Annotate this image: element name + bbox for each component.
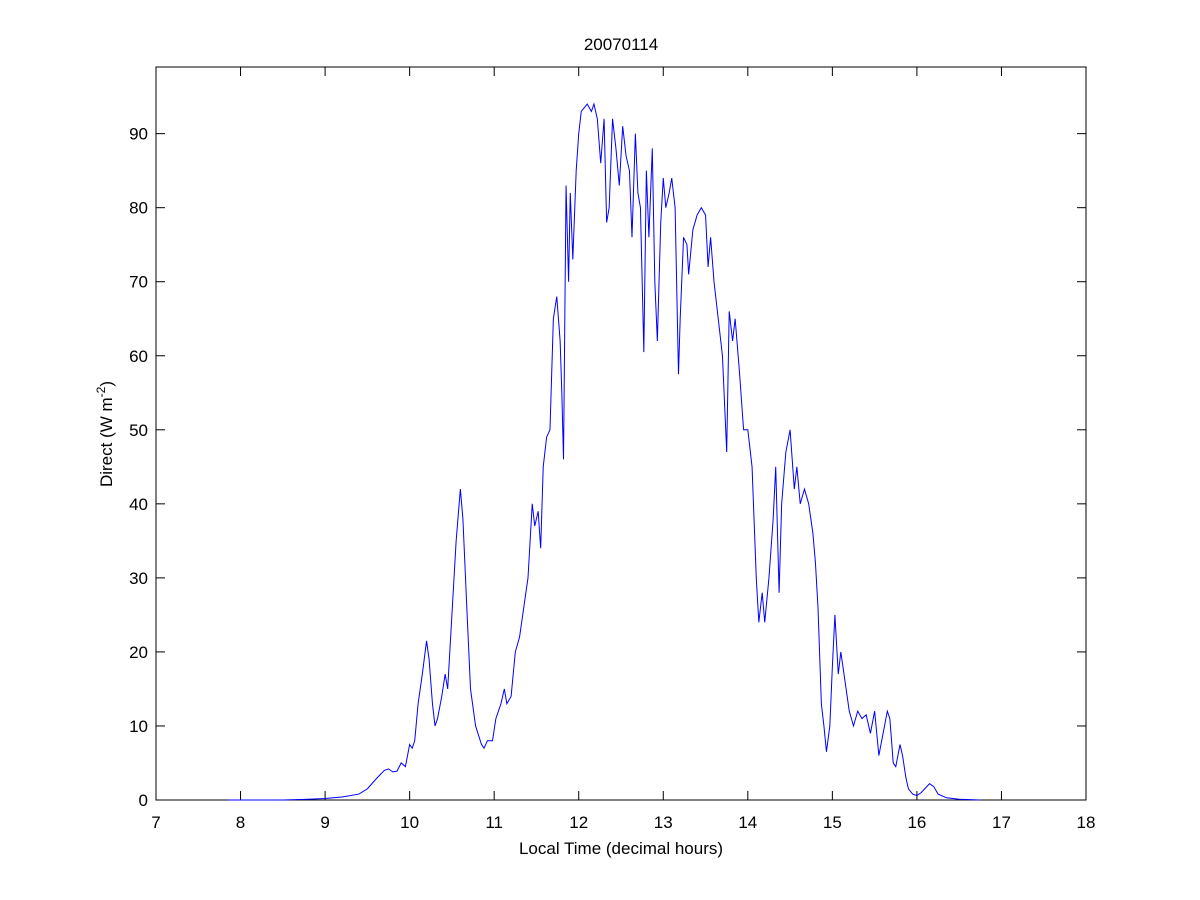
y-tick-label: 50 [129,421,148,440]
x-axis-label: Local Time (decimal hours) [519,839,723,858]
y-tick-label: 70 [129,273,148,292]
x-tick-label: 16 [907,813,926,832]
y-tick-label: 30 [129,569,148,588]
plot-frame [155,66,1087,801]
y-tick-label: 20 [129,643,148,662]
x-tick-label: 18 [1077,813,1096,832]
y-tick-label: 10 [129,717,148,736]
y-axis-label-text: Direct (W m [97,397,116,487]
x-tick-label: 14 [738,813,757,832]
x-tick-label: 10 [400,813,419,832]
x-tick-label: 17 [992,813,1011,832]
y-axis-label-suffix: ) [97,381,116,387]
data-line [227,102,981,801]
y-tick-label: 40 [129,495,148,514]
y-tick-label: 60 [129,347,148,366]
y-tick-label: 80 [129,199,148,218]
chart-title: 20070114 [584,35,658,54]
x-tick-label: 15 [823,813,842,832]
y-axis-label-superscript: -2 [94,386,108,397]
x-tick-label: 13 [654,813,673,832]
y-tick-label: 0 [139,791,148,810]
x-tick-label: 11 [485,813,503,832]
x-tick-label: 9 [320,813,329,832]
x-tick-label: 8 [236,813,245,832]
x-tick-label: 7 [151,813,160,832]
y-tick-label: 90 [129,125,148,144]
x-tick-label: 12 [569,813,588,832]
y-axis-label: Direct (W m-2) [94,381,116,487]
